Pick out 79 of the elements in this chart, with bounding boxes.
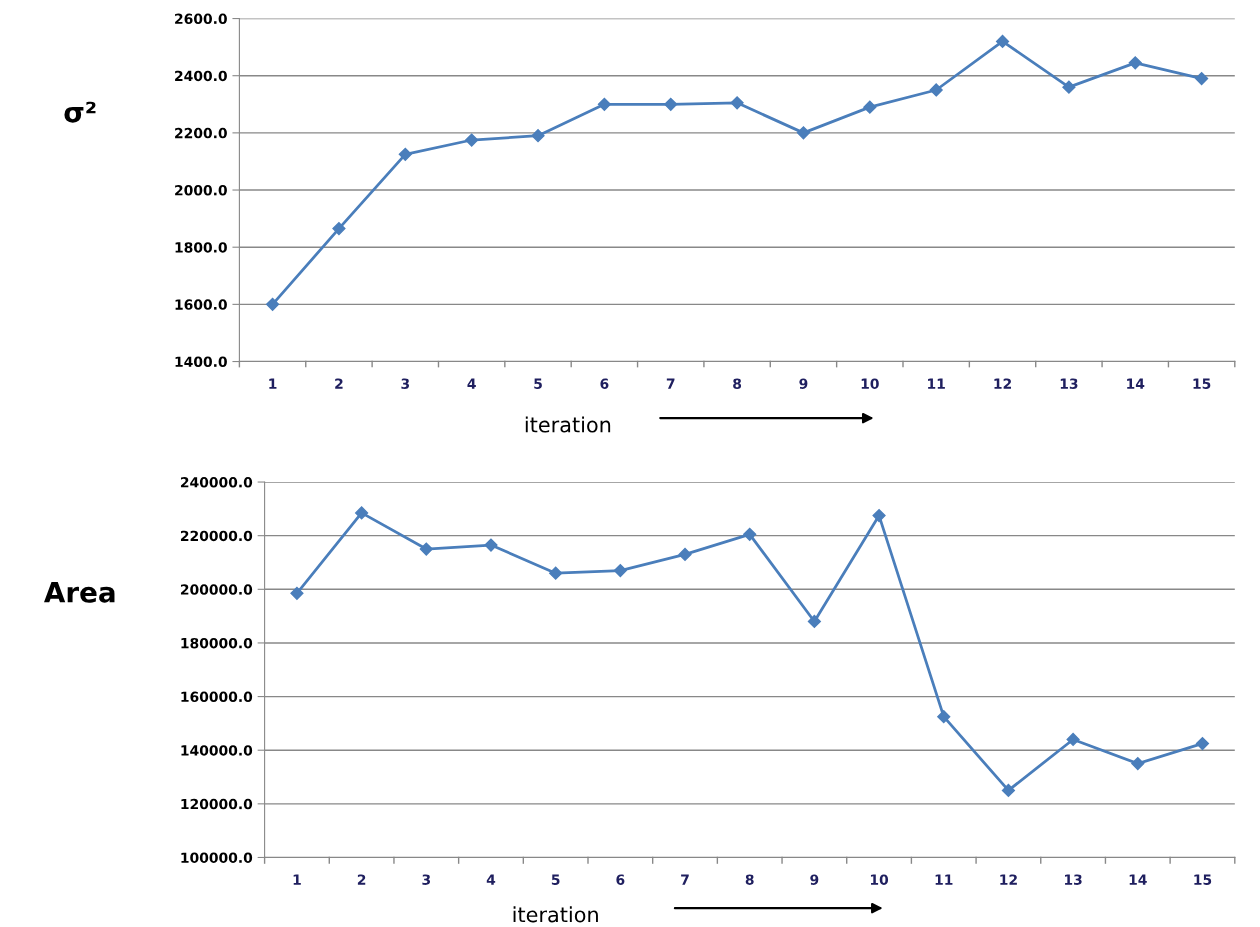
point (807, 614, 821, 629)
point (1001, 783, 1016, 798)
y-axis-title: Area (44, 582, 115, 603)
y-tick-label: 2400.0 (175, 70, 227, 82)
point (1195, 736, 1210, 751)
x-tick-label: 14 (1129, 874, 1147, 885)
x-tick-label: 14 (1127, 378, 1145, 389)
x-tick-label: 7 (681, 874, 689, 885)
x-tick-label: 4 (467, 378, 476, 389)
x-tick-label: 8 (733, 378, 742, 389)
y-tick-label: 1800.0 (175, 242, 227, 253)
y-tick-label: 1600.0 (175, 299, 227, 310)
point (613, 563, 627, 578)
y-tick-label: 1400.0 (175, 356, 227, 367)
y-tick-label: 100000.0 (181, 852, 253, 863)
y-tick-label: 160000.0 (181, 691, 253, 703)
y-tick-label: 2200.0 (175, 127, 227, 139)
point (1062, 80, 1076, 94)
x-axis-title: iteration (525, 416, 611, 433)
point (743, 527, 757, 541)
x-tick-label: 3 (422, 874, 431, 885)
point (597, 97, 611, 111)
y-tick-label: 140000.0 (181, 745, 253, 756)
point (1195, 71, 1209, 86)
point (398, 147, 412, 161)
point (863, 100, 877, 114)
point (290, 586, 304, 600)
y-axis-title: σ² (64, 101, 96, 123)
point (937, 710, 951, 724)
y-tick-label: 2600.0 (175, 13, 227, 25)
x-tick-label: 2 (357, 874, 366, 885)
point (929, 83, 943, 97)
y-tick-label: 2000.0 (175, 185, 227, 196)
point (664, 97, 678, 111)
point (796, 126, 811, 140)
x-tick-label: 5 (551, 874, 560, 885)
x-tick-label: 15 (1193, 378, 1211, 389)
x-tick-label: 1 (293, 874, 301, 885)
y-tick-label: 120000.0 (181, 798, 253, 810)
x-tick-label: 2 (335, 378, 343, 389)
y-tick-label: 200000.0 (180, 584, 253, 595)
point (549, 566, 563, 580)
x-tick-label: 6 (616, 874, 625, 885)
x-tick-label: 13 (1065, 874, 1082, 885)
y-tick-label: 220000.0 (180, 530, 253, 542)
x-tick-label: 8 (745, 874, 754, 885)
x-tick-label: 10 (870, 874, 889, 885)
point (1066, 732, 1080, 747)
point (730, 96, 744, 110)
x-tick-label: 5 (534, 378, 542, 389)
point (332, 222, 346, 236)
x-tick-label: 15 (1194, 874, 1212, 885)
point (995, 34, 1010, 48)
y-tick-label: 180000.0 (181, 637, 253, 649)
point (678, 547, 692, 562)
point (484, 538, 498, 552)
x-tick-label: 11 (935, 874, 953, 885)
x-tick-label: 3 (401, 378, 410, 389)
point (465, 133, 479, 147)
point (1128, 56, 1142, 70)
x-tick-label: 11 (928, 378, 945, 389)
x-tick-label: 13 (1060, 378, 1078, 389)
x-tick-label: 12 (994, 378, 1011, 389)
x-axis-title: iteration (513, 906, 598, 923)
x-tick-label: 6 (600, 378, 609, 389)
x-tick-label: 12 (1000, 874, 1017, 885)
x-tick-label: 9 (810, 874, 819, 885)
point (531, 129, 545, 143)
y-tick-label: 240000.0 (180, 477, 253, 488)
x-tick-label: 4 (486, 874, 496, 885)
x-tick-label: 1 (269, 378, 277, 389)
point (1131, 757, 1145, 771)
x-tick-label: 9 (799, 378, 808, 389)
point (419, 542, 433, 556)
point (265, 297, 280, 311)
point (872, 508, 886, 523)
point (355, 506, 369, 520)
x-tick-label: 7 (666, 378, 675, 389)
x-tick-label: 10 (861, 378, 879, 389)
